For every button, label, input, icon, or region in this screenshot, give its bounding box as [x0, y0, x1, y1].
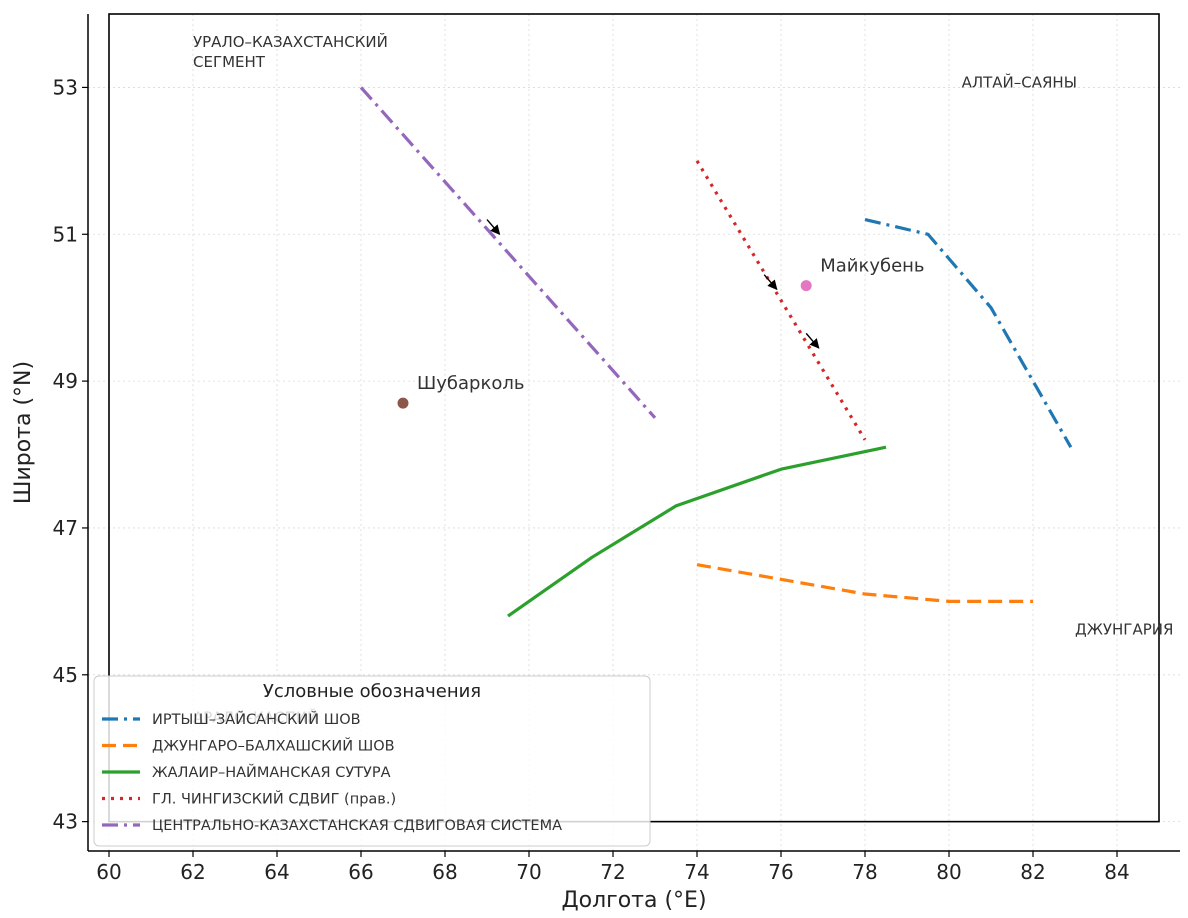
- region-label-line: АЛТАЙ–САЯНЫ: [962, 72, 1077, 91]
- legend-entry: ЦЕНТРАЛЬНО-КАЗАХСТАНСКАЯ СДВИГОВАЯ СИСТЕ…: [152, 818, 562, 834]
- series-line: [507, 445, 887, 618]
- x-tick-label: 70: [516, 860, 541, 884]
- point-label: Шубарколь: [417, 373, 524, 394]
- tick-layer: 60 62 64 66 68 70 72 74 76 78 80 82 84 43 45 47 49 51 53: [53, 75, 1130, 884]
- x-tick-label: 82: [1020, 860, 1045, 884]
- point-label: Майкубень: [820, 256, 924, 277]
- legend-entry: ЖАЛАИР–НАЙМАНСКАЯ СУТУРА: [152, 763, 391, 781]
- region-label: УРАЛО–КАЗАХСТАНСКИЙ СЕГМЕНТ: [193, 32, 388, 71]
- x-tick-label: 80: [936, 860, 961, 884]
- point-marker: [800, 280, 812, 292]
- legend-entry: ИРТЫШ–ЗАЙСАНСКИЙ ШОВ: [152, 710, 361, 728]
- arrow-layer: [486, 219, 820, 349]
- x-tick-label: 76: [768, 860, 793, 884]
- point-marker: [397, 397, 409, 409]
- x-tick-label: 78: [852, 860, 877, 884]
- legend: Условные обозначения ИРТЫШ–ЗАЙСАНСКИЙ ШОВ…: [93, 675, 651, 847]
- x-tick-label: 84: [1104, 860, 1129, 884]
- x-tick-label: 74: [684, 860, 709, 884]
- series-line: [696, 563, 1033, 603]
- motion-arrow: [763, 274, 778, 291]
- x-axis-label: Долгота (°E): [561, 888, 706, 913]
- region-label-line: СЕГМЕНТ: [193, 53, 266, 71]
- x-tick-label: 68: [432, 860, 457, 884]
- y-tick-label: 49: [53, 369, 78, 393]
- motion-arrow: [486, 219, 501, 236]
- x-tick-label: 64: [264, 860, 289, 884]
- x-tick-label: 66: [348, 860, 373, 884]
- series-line: [695, 160, 867, 441]
- y-axis-label: Широта (°N): [11, 361, 36, 504]
- region-label-line: ДЖУНГАРИЯ: [1075, 620, 1173, 638]
- x-tick-label: 60: [96, 860, 121, 884]
- legend-entry: ГЛ. ЧИНГИЗСКИЙ СДВИГ (прав.): [152, 790, 396, 808]
- region-label: АЛТАЙ–САЯНЫ: [962, 72, 1077, 91]
- region-label-line: УРАЛО–КАЗАХСТАНСКИЙ: [193, 32, 388, 51]
- series-line: [359, 86, 657, 419]
- series-layer: [359, 86, 1073, 618]
- y-tick-label: 53: [53, 75, 78, 99]
- region-label: ДЖУНГАРИЯ: [1075, 620, 1173, 638]
- y-tick-label: 51: [53, 222, 78, 246]
- y-tick-label: 45: [53, 663, 78, 687]
- legend-title: Условные обозначения: [263, 681, 481, 702]
- y-tick-label: 47: [53, 516, 78, 540]
- x-tick-label: 72: [600, 860, 625, 884]
- y-tick-label: 43: [53, 810, 78, 834]
- x-tick-label: 62: [180, 860, 205, 884]
- series-line: [864, 218, 1073, 448]
- point-layer: Майкубень Шубарколь: [397, 256, 925, 409]
- axes: [87, 14, 1180, 852]
- legend-box: [93, 675, 651, 847]
- legend-entry: ДЖУНГАРО–БАЛХАШСКИЙ ШОВ: [152, 737, 395, 755]
- region-layer: УРАЛО–КАЗАХСТАНСКИЙ СЕГМЕНТ АЛТАЙ–САЯНЫ ДЖУ…: [193, 32, 1173, 726]
- motion-arrow: [805, 332, 820, 349]
